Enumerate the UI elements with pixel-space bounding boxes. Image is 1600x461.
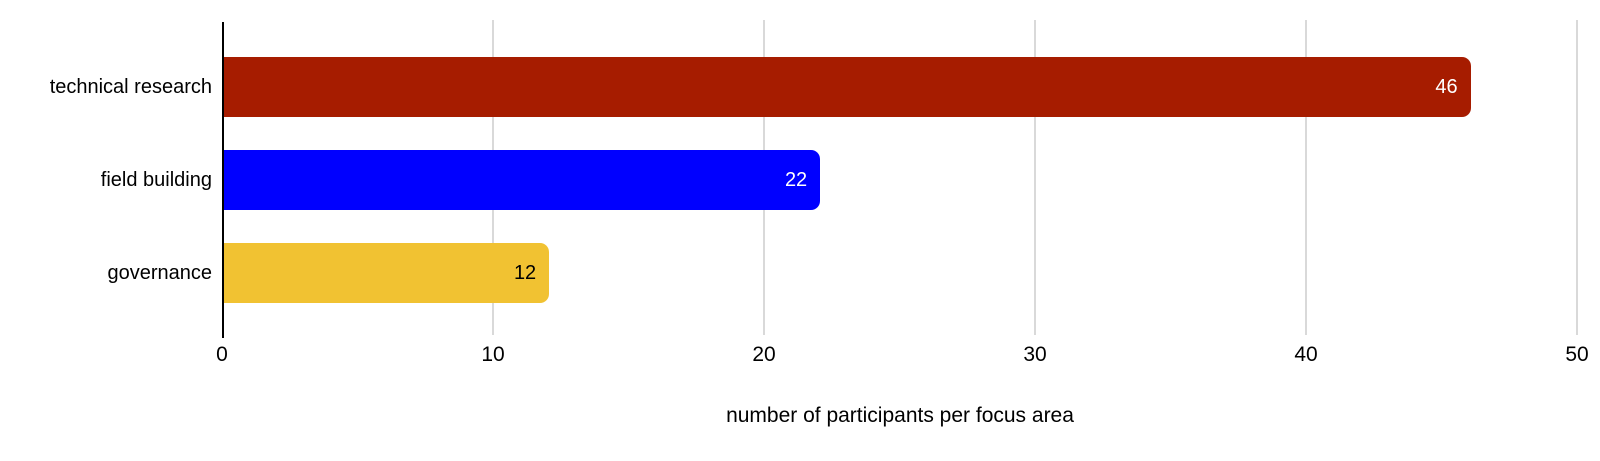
y-axis-baseline bbox=[222, 22, 224, 338]
bar-governance: 12 bbox=[224, 243, 550, 303]
category-label-field-building: field building bbox=[100, 169, 212, 191]
x-axis-title: number of participants per focus area bbox=[726, 404, 1074, 427]
bar-value-label: 46 bbox=[1435, 76, 1458, 98]
x-tick-label-50: 50 bbox=[1565, 343, 1589, 366]
x-tick-label-40: 40 bbox=[1294, 343, 1318, 366]
bar-value-label: 22 bbox=[784, 169, 808, 191]
x-tick-label-20: 20 bbox=[752, 343, 776, 366]
gridline-40 bbox=[1305, 20, 1307, 335]
gridline-30 bbox=[1034, 20, 1036, 335]
gridline-50 bbox=[1576, 20, 1578, 335]
bar-technical-research: 46 bbox=[224, 57, 1471, 117]
category-label-technical-research: technical research bbox=[49, 76, 212, 98]
category-label-governance: governance bbox=[107, 262, 212, 284]
x-tick-label-10: 10 bbox=[481, 343, 505, 366]
plot-area: 46 22 12 bbox=[222, 20, 1600, 340]
bar-field-building: 22 bbox=[224, 150, 821, 210]
x-tick-label-0: 0 bbox=[216, 343, 228, 366]
bar-value-label: 12 bbox=[513, 262, 537, 284]
x-tick-label-30: 30 bbox=[1023, 343, 1047, 366]
